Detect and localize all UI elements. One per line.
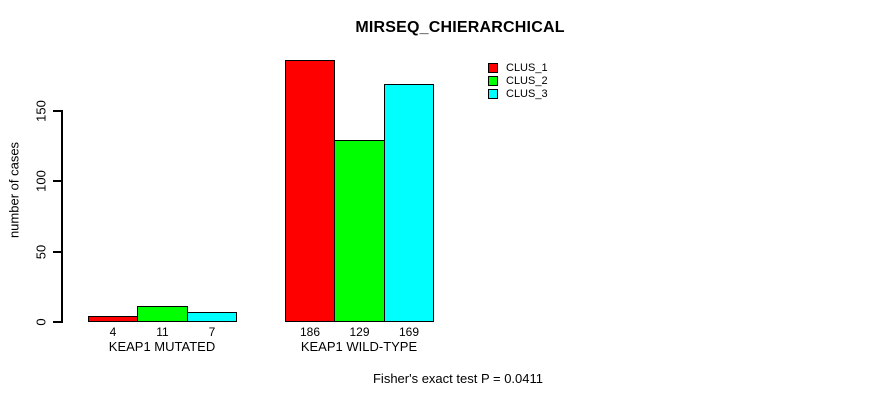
y-tick-label: 0 (33, 318, 49, 326)
bar-clus_3 (384, 84, 434, 322)
x-axis-category-label: KEAP1 WILD-TYPE (300, 339, 418, 354)
legend-label: CLUS_1 (506, 62, 548, 74)
x-axis-category-label: KEAP1 MUTATED (108, 339, 216, 354)
legend-swatch (488, 63, 498, 73)
y-tick-label: 150 (33, 100, 49, 122)
bar-value-label: 11 (156, 325, 169, 339)
y-tick-mark (53, 180, 62, 182)
y-tick-label: 50 (33, 244, 49, 260)
legend-swatch (488, 76, 498, 86)
bar-value-label: 4 (109, 325, 117, 339)
bar-clus_1 (88, 316, 138, 322)
y-axis-line (61, 110, 63, 323)
legend-label: CLUS_3 (506, 88, 548, 100)
y-tick-mark (53, 251, 62, 253)
bar-clus_1 (285, 60, 335, 322)
bar-value-label: 7 (208, 325, 216, 339)
bar-value-label: 169 (398, 325, 420, 339)
y-tick-mark (53, 321, 62, 323)
bar-clus_2 (334, 140, 385, 322)
y-tick-label: 100 (33, 170, 49, 192)
stat-annotation: Fisher's exact test P = 0.0411 (372, 371, 543, 386)
legend-swatch (488, 89, 498, 99)
chart-title: MIRSEQ_CHIERARCHICAL (355, 19, 565, 36)
bar-value-label: 186 (299, 325, 321, 339)
bar-clus_3 (187, 312, 237, 322)
bar-value-label: 129 (349, 325, 370, 339)
bar-clus_2 (137, 306, 188, 322)
y-tick-mark (53, 110, 62, 112)
legend-label: CLUS_2 (506, 75, 548, 87)
y-axis-label: number of cases (6, 141, 22, 239)
